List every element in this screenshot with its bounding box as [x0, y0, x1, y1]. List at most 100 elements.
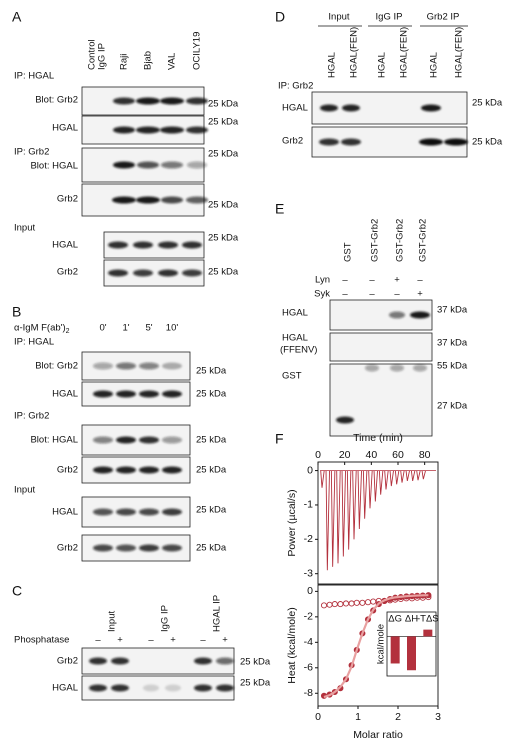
- band: [108, 269, 128, 277]
- band: [93, 508, 113, 516]
- label: -8: [304, 687, 313, 699]
- label: Input: [328, 12, 349, 23]
- injection-peak: [421, 470, 426, 480]
- control-point: [425, 594, 432, 601]
- label: Phosphatase: [14, 635, 69, 646]
- band: [320, 104, 338, 112]
- label: HGAL: [52, 683, 78, 694]
- band: [116, 466, 136, 474]
- injection-peak: [405, 470, 410, 481]
- label: HGAL: [377, 52, 388, 78]
- band: [160, 126, 184, 134]
- label: 40: [365, 449, 377, 461]
- label: Blot: HGAL: [30, 161, 78, 172]
- band: [158, 269, 178, 277]
- band: [112, 196, 136, 204]
- label: 20: [339, 449, 351, 461]
- label: –: [148, 635, 154, 646]
- injection-peak: [341, 470, 346, 557]
- label: GST-Grb2: [370, 219, 381, 262]
- label: Grb2: [57, 656, 78, 667]
- injection-peak: [410, 470, 416, 481]
- label: HGAL: [429, 52, 440, 78]
- band: [160, 97, 184, 105]
- band: [116, 362, 136, 370]
- label: 0: [315, 711, 321, 723]
- band: [216, 657, 234, 665]
- label: GST-Grb2: [418, 219, 429, 262]
- label: 0: [307, 585, 313, 597]
- label: 25 kDa: [240, 678, 271, 689]
- band: [444, 138, 468, 146]
- label: Power (µcal/s): [286, 489, 298, 556]
- control-point: [348, 600, 355, 607]
- blot: [329, 332, 433, 362]
- label: –: [200, 635, 206, 646]
- control-point: [370, 598, 377, 605]
- blot: [329, 363, 433, 437]
- label: IP: Grb2: [14, 411, 49, 422]
- injection-peak: [346, 470, 352, 550]
- label: –: [394, 289, 400, 300]
- band: [161, 161, 183, 169]
- band: [89, 657, 107, 665]
- label: 25 kDa: [196, 366, 227, 377]
- band: [162, 508, 182, 516]
- label: C: [12, 583, 22, 599]
- label: HGAL(FEN): [349, 27, 360, 78]
- label: IgG IP: [160, 605, 171, 632]
- label: 25 kDa: [208, 267, 239, 278]
- label: IgG IP: [97, 43, 108, 70]
- label: +: [117, 635, 123, 646]
- label: IP: Grb2: [14, 147, 49, 158]
- label: 25 kDa: [208, 149, 239, 160]
- label: 1: [355, 711, 361, 723]
- band: [161, 196, 183, 204]
- plot-frame: [317, 461, 439, 585]
- band: [139, 544, 159, 552]
- band: [113, 126, 135, 134]
- control-point: [364, 599, 372, 606]
- label: Syk: [314, 289, 330, 300]
- band: [341, 138, 361, 146]
- band: [93, 544, 113, 552]
- label: Molar ratio: [353, 729, 403, 741]
- label: 55 kDa: [437, 361, 468, 372]
- band: [162, 544, 182, 552]
- label: 0: [315, 449, 321, 461]
- label: 27 kDa: [437, 401, 468, 412]
- label: Lyn: [315, 275, 330, 286]
- band: [113, 161, 135, 169]
- band: [413, 364, 427, 372]
- band: [182, 241, 202, 249]
- label: HGAL(FEN): [399, 27, 410, 78]
- label: HGAL: [52, 123, 78, 134]
- injection-peak: [378, 470, 384, 495]
- label: IP: HGAL: [14, 71, 54, 82]
- band: [419, 138, 443, 146]
- control-point: [359, 599, 366, 606]
- control-point: [331, 601, 338, 608]
- band: [390, 364, 404, 372]
- band: [139, 436, 159, 444]
- band: [143, 684, 159, 692]
- label: HGAL: [282, 308, 308, 319]
- subscript: 2: [66, 328, 70, 335]
- band: [93, 466, 113, 474]
- band: [194, 657, 212, 665]
- label: -4: [304, 636, 313, 648]
- label: 25 kDa: [208, 233, 239, 244]
- band: [113, 97, 135, 105]
- band: [342, 104, 360, 112]
- label: Grb2: [57, 543, 78, 554]
- band: [139, 508, 159, 516]
- label: -2: [304, 533, 313, 545]
- label: 25 kDa: [208, 117, 239, 128]
- band: [136, 126, 160, 134]
- band: [93, 436, 113, 444]
- band: [116, 544, 136, 552]
- label: 25 kDa: [208, 200, 239, 211]
- label: Raji: [119, 54, 130, 70]
- label: 0': [99, 323, 106, 334]
- label: 25 kDa: [208, 99, 239, 110]
